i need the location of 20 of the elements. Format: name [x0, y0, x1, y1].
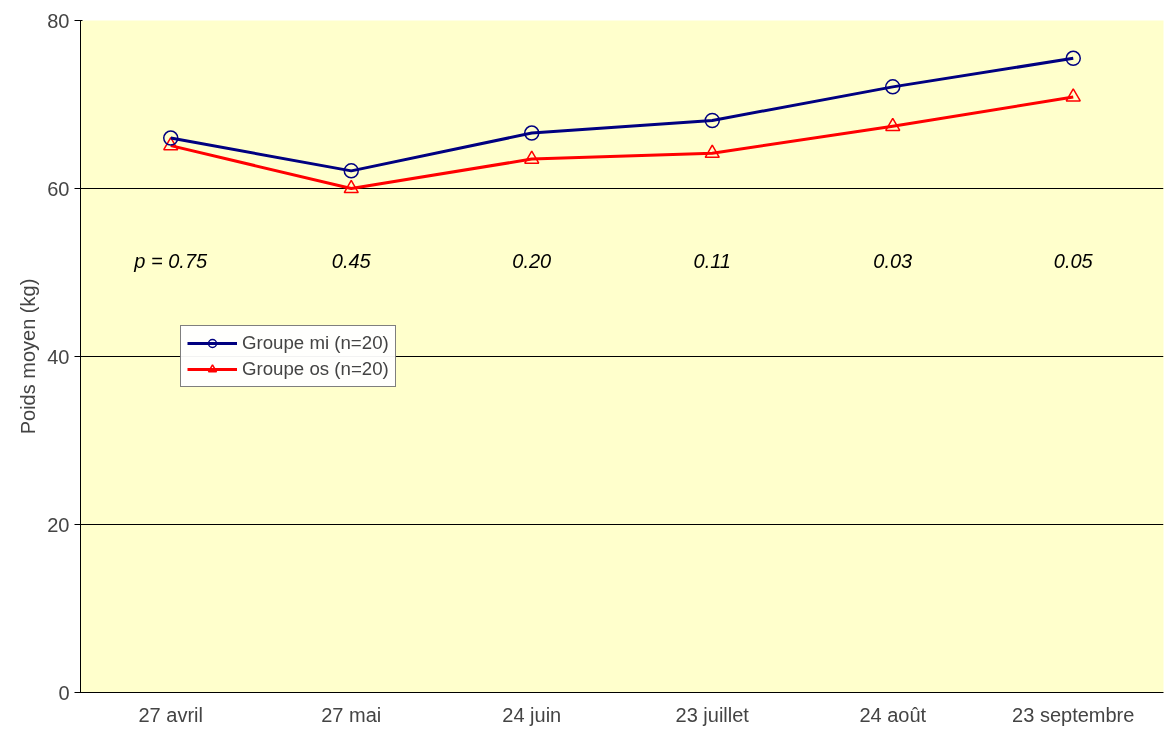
- y-tick-label: 0: [58, 681, 70, 704]
- y-tick-label: 80: [47, 9, 70, 32]
- x-tick-label: 23 juillet: [675, 703, 750, 726]
- x-tick-label: 27 avril: [138, 703, 203, 726]
- y-tick-label: 20: [47, 513, 70, 536]
- x-tick-label: 24 juin: [502, 703, 562, 726]
- x-tick-label: 24 août: [859, 703, 927, 726]
- x-tick-label: 23 septembre: [1012, 703, 1135, 726]
- y-axis-title: Poids moyen (kg): [17, 278, 40, 435]
- annotation: p = 0.75: [133, 249, 209, 272]
- legend-label: Groupe os (n=20): [242, 358, 389, 380]
- y-tick-label: 40: [47, 345, 70, 368]
- annotation: 0.20: [512, 249, 552, 272]
- annotation: 0.03: [873, 249, 913, 272]
- x-tick-label: 27 mai: [321, 703, 382, 726]
- annotation: 0.45: [331, 249, 372, 272]
- y-tick-label: 60: [47, 177, 70, 200]
- annotation: 0.11: [693, 249, 731, 272]
- annotation: 0.05: [1053, 249, 1094, 272]
- legend-label: Groupe mi (n=20): [242, 332, 389, 354]
